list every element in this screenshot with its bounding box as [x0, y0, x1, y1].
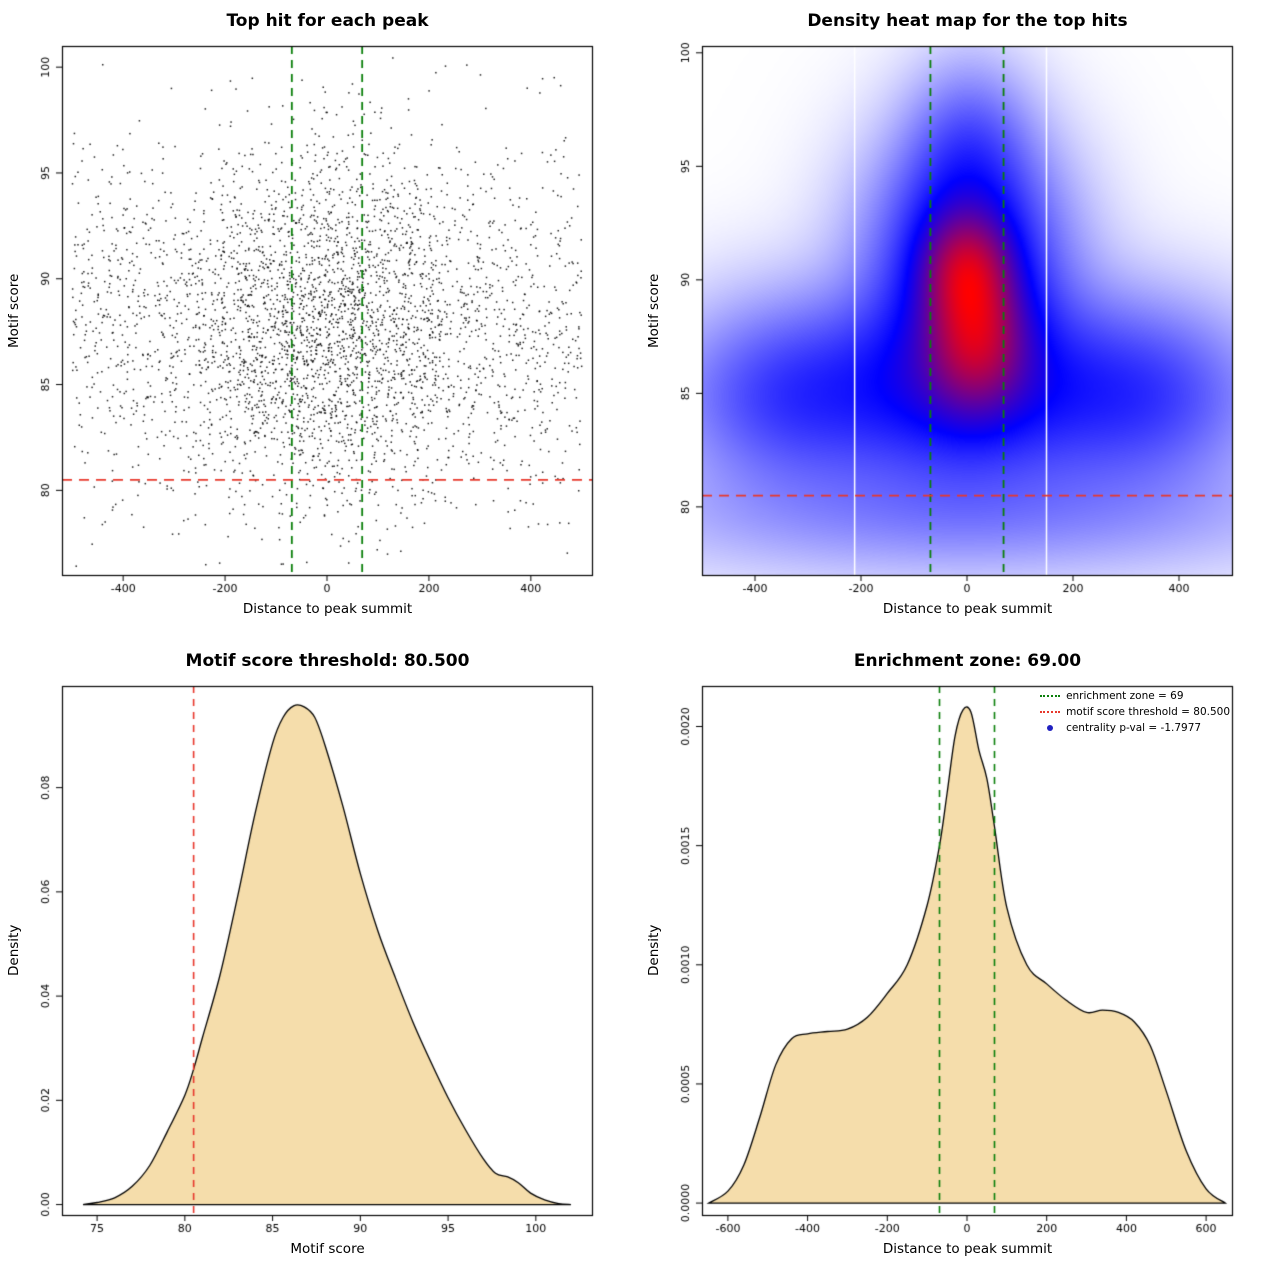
scatter-plot-canvas — [0, 0, 640, 640]
score-density-plot-title: Motif score threshold: 80.500 — [185, 651, 470, 671]
legend-label: centrality p-val = -1.7977 — [1066, 722, 1202, 734]
panel-scatter: Top hit for each peak Distance to peak s… — [0, 0, 640, 640]
legend-item-enrichment-zone: enrichment zone = 69 — [1040, 690, 1230, 702]
legend: enrichment zone = 69 motif score thresho… — [1040, 690, 1230, 738]
legend-label: motif score threshold = 80.500 — [1066, 706, 1230, 718]
distance-density-y-axis-label: Density — [646, 924, 662, 977]
red-dotted-line-icon — [1040, 711, 1061, 713]
legend-item-score-threshold: motif score threshold = 80.500 — [1040, 706, 1230, 718]
distance-density-plot-title: Enrichment zone: 69.00 — [853, 651, 1082, 671]
score-density-y-axis-label: Density — [6, 924, 22, 977]
distance-density-x-axis-label: Distance to peak summit — [882, 1241, 1053, 1257]
distance-density-plot-canvas — [640, 640, 1280, 1280]
heatmap-plot-title: Density heat map for the top hits — [807, 11, 1128, 31]
heatmap-x-axis-label: Distance to peak summit — [882, 601, 1053, 617]
score-density-plot-canvas — [0, 640, 640, 1280]
panel-score-density: Motif score threshold: 80.500 Motif scor… — [0, 640, 640, 1280]
heatmap-y-axis-label: Motif score — [646, 273, 662, 348]
panel-distance-density: Enrichment zone: 69.00 Distance to peak … — [640, 640, 1280, 1280]
legend-label: enrichment zone = 69 — [1066, 690, 1184, 702]
panel-heatmap: Density heat map for the top hits Distan… — [640, 0, 1280, 640]
legend-item-centrality-pval: centrality p-val = -1.7977 — [1040, 722, 1230, 734]
green-dotted-line-icon — [1040, 695, 1061, 697]
scatter-y-axis-label: Motif score — [6, 273, 22, 348]
scatter-x-axis-label: Distance to peak summit — [242, 601, 413, 617]
blue-dot-icon — [1047, 725, 1054, 731]
heatmap-plot-canvas — [640, 0, 1280, 640]
scatter-plot-title: Top hit for each peak — [226, 11, 429, 31]
score-density-x-axis-label: Motif score — [290, 1241, 365, 1257]
